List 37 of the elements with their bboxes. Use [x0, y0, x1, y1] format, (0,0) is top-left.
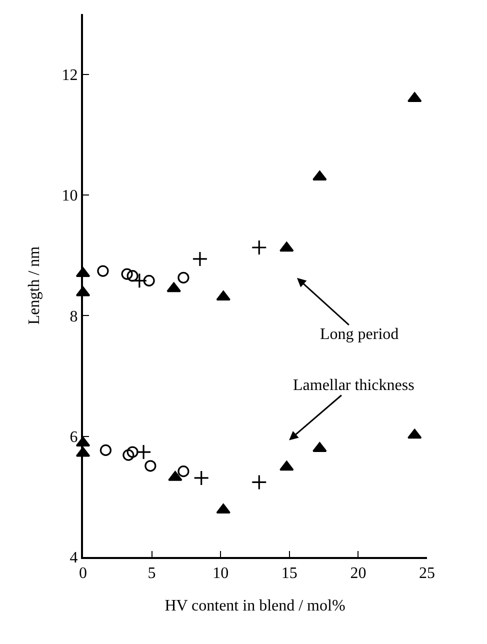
- point: [121, 268, 133, 280]
- point: [178, 466, 190, 478]
- point: [407, 92, 422, 102]
- x-tick-label: 5: [148, 565, 156, 582]
- point: [136, 444, 152, 460]
- x-tick-label: 15: [281, 565, 298, 582]
- y-tick-label: 10: [62, 188, 78, 205]
- point: [144, 460, 156, 472]
- y-tick-label: 12: [62, 66, 78, 84]
- x-tick-label: 25: [419, 565, 435, 582]
- point: [194, 470, 210, 486]
- x-tick-label: 0: [79, 565, 87, 582]
- point: [251, 474, 267, 490]
- point: [126, 270, 138, 282]
- point: [143, 274, 155, 286]
- point: [97, 265, 109, 277]
- point: [132, 272, 148, 288]
- annotation: Long period: [320, 326, 399, 343]
- annotation: Lamellar thickness: [293, 377, 414, 394]
- point: [178, 272, 190, 284]
- point: [251, 240, 267, 256]
- point: [407, 428, 422, 439]
- x-tick-label: 20: [350, 565, 366, 582]
- y-tick-label: 6: [70, 428, 78, 446]
- y-tick-label: 4: [70, 550, 78, 567]
- point: [126, 446, 138, 458]
- point: [122, 449, 134, 461]
- x-tick-label: 10: [212, 565, 229, 582]
- y-tick-label: 8: [70, 308, 78, 326]
- x-axis-title: HV content in blend / mol%: [164, 597, 346, 614]
- point: [166, 282, 181, 292]
- point: [280, 460, 294, 471]
- point: [100, 444, 112, 456]
- y-axis-title: Length / nm: [26, 246, 44, 325]
- point: [216, 290, 230, 301]
- point: [280, 242, 294, 252]
- point: [192, 251, 208, 267]
